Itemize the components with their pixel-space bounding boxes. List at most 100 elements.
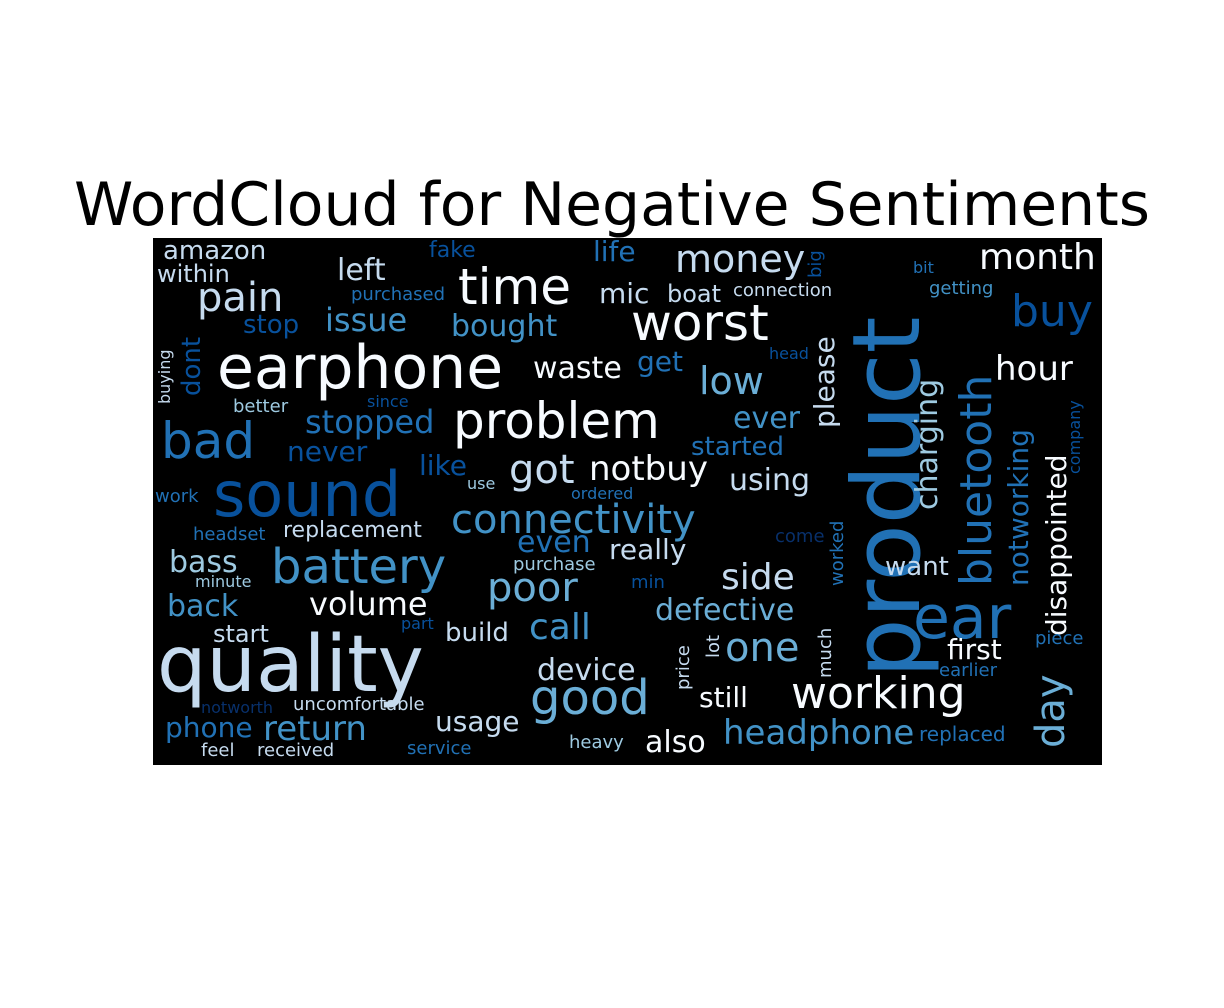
word-quality: quality (157, 620, 424, 710)
word-ever: ever (733, 401, 801, 436)
word-like: like (419, 449, 468, 482)
word-working: working (791, 668, 966, 719)
word-bought: bought (451, 309, 558, 344)
word-boat: boat (667, 280, 722, 308)
word-volume: volume (309, 585, 428, 623)
word-feel: feel (201, 740, 235, 761)
word-earlier: earlier (939, 660, 997, 681)
word-earphone: earphone (217, 333, 504, 403)
word-bad: bad (161, 412, 256, 470)
word-work: work (155, 486, 199, 507)
word-build: build (445, 618, 509, 648)
word-worst: worst (631, 294, 769, 352)
word-using: using (729, 463, 811, 498)
word-usage: usage (435, 705, 520, 738)
word-pain: pain (197, 275, 284, 321)
word-cloud-canvas: product quality earphone sound problem worst t… (153, 238, 1102, 765)
word-get: get (637, 345, 683, 378)
word-ordered: ordered (571, 484, 634, 503)
word-part: part (401, 614, 434, 633)
word-purchase: purchase (513, 554, 596, 575)
word-started: started (691, 432, 785, 462)
word-defective: defective (655, 593, 795, 628)
word-day: day (1028, 674, 1074, 748)
word-notworking: notworking (1002, 429, 1035, 586)
word-life: life (593, 238, 636, 268)
word-one: one (725, 625, 800, 671)
word-call: call (529, 607, 591, 648)
word-big: big (805, 250, 826, 278)
word-problem: problem (453, 392, 660, 450)
word-waste: waste (533, 351, 622, 386)
word-left: left (337, 253, 386, 288)
word-received: received (257, 740, 335, 761)
word-replaced: replaced (919, 722, 1006, 746)
word-issue: issue (325, 301, 408, 339)
word-side: side (721, 557, 795, 598)
word-ear: ear (913, 583, 1012, 653)
word-please: please (808, 336, 841, 428)
word-even: even (517, 525, 591, 560)
word-use: use (467, 474, 496, 493)
word-start: start (213, 620, 269, 648)
word-better: better (233, 396, 289, 417)
word-bass: bass (169, 545, 238, 580)
word-piece: piece (1035, 628, 1084, 649)
word-within: within (157, 260, 230, 288)
word-battery: battery (271, 539, 447, 595)
word-phone: phone (165, 711, 253, 744)
word-got: got (509, 447, 575, 493)
word-minute: minute (195, 572, 252, 591)
word-still: still (699, 681, 748, 714)
word-price: price (673, 645, 694, 690)
word-also: also (645, 725, 706, 760)
word-stopped: stopped (305, 403, 435, 441)
word-since: since (367, 392, 409, 411)
word-hour: hour (995, 349, 1073, 389)
word-notworth: notworth (201, 698, 274, 717)
word-company: company (1065, 400, 1084, 474)
word-back: back (167, 589, 239, 624)
word-sound: sound (213, 458, 402, 531)
word-uncomfortable: uncomfortable (293, 694, 425, 715)
word-time: time (458, 258, 571, 316)
word-mic: mic (599, 277, 650, 310)
word-notbuy: notbuy (589, 449, 708, 489)
word-lot: lot (703, 634, 724, 658)
word-return: return (263, 709, 367, 749)
word-connection: connection (733, 280, 833, 301)
word-buying: buying (155, 349, 174, 404)
word-never: never (287, 435, 368, 468)
word-come: come (775, 526, 825, 547)
word-connectivity: connectivity (451, 497, 696, 543)
word-min: min (631, 572, 665, 593)
word-headphone: headphone (723, 713, 915, 753)
word-headset: headset (193, 524, 266, 545)
word-dont: dont (177, 336, 207, 396)
word-want: want (885, 552, 949, 582)
word-good: good (530, 670, 650, 726)
word-bit: bit (913, 258, 934, 277)
word-disappointed: disappointed (1040, 454, 1073, 636)
word-fake: fake (429, 238, 476, 263)
word-money: money (675, 238, 806, 281)
word-service: service (407, 738, 472, 759)
word-heavy: heavy (569, 732, 624, 753)
word-much: much (815, 627, 836, 678)
word-bluetooth: bluetooth (951, 374, 1002, 586)
word-really: really (609, 533, 687, 566)
word-poor: poor (487, 565, 578, 611)
word-amazon: amazon (163, 238, 267, 266)
word-charging: charging (910, 378, 945, 510)
word-buy: buy (1011, 286, 1093, 337)
word-low: low (699, 359, 764, 403)
word-replacement: replacement (283, 518, 422, 543)
word-head: head (769, 344, 809, 363)
word-first: first (947, 633, 1002, 666)
word-worked: worked (827, 520, 848, 586)
word-stop: stop (243, 310, 300, 340)
word-purchased: purchased (351, 284, 446, 305)
word-getting: getting (929, 278, 994, 299)
word-month: month (979, 238, 1096, 278)
word-device: device (537, 653, 636, 688)
